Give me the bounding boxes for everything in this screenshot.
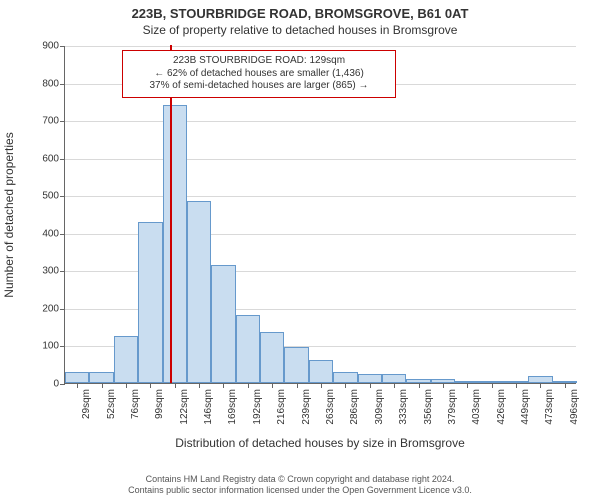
xtick-mark: [272, 383, 273, 388]
gridline: [65, 159, 576, 160]
bar: [89, 372, 113, 383]
footer-line: Contains HM Land Registry data © Crown c…: [0, 474, 600, 485]
bar: [528, 376, 552, 384]
xtick-label: 496sqm: [569, 389, 580, 425]
xtick-label: 449sqm: [520, 389, 531, 425]
gridline: [65, 196, 576, 197]
ytick-label: 100: [42, 341, 65, 352]
bar: [236, 315, 260, 383]
xtick-label: 76sqm: [130, 389, 141, 419]
bar: [211, 265, 235, 383]
bar: [284, 347, 308, 383]
xtick-mark: [540, 383, 541, 388]
xtick-label: 263sqm: [325, 389, 336, 425]
xtick-label: 29sqm: [81, 389, 92, 419]
xtick-mark: [126, 383, 127, 388]
ytick-label: 200: [42, 303, 65, 314]
annotation-line: 223B STOURBRIDGE ROAD: 129sqm: [131, 55, 387, 68]
xtick-label: 216sqm: [276, 389, 287, 425]
xtick-label: 309sqm: [374, 389, 385, 425]
bar: [114, 336, 138, 383]
xtick-mark: [345, 383, 346, 388]
xtick-label: 192sqm: [252, 389, 263, 425]
xtick-label: 239sqm: [301, 389, 312, 425]
xtick-mark: [150, 383, 151, 388]
footer-line: Contains public sector information licen…: [0, 485, 600, 496]
bar: [163, 105, 187, 383]
xtick-mark: [321, 383, 322, 388]
ytick-label: 400: [42, 228, 65, 239]
xtick-mark: [467, 383, 468, 388]
xtick-mark: [492, 383, 493, 388]
xtick-label: 169sqm: [227, 389, 238, 425]
xtick-mark: [443, 383, 444, 388]
ytick-label: 700: [42, 116, 65, 127]
ytick-label: 0: [53, 379, 65, 390]
bar: [358, 374, 382, 383]
xtick-mark: [394, 383, 395, 388]
xtick-mark: [199, 383, 200, 388]
bar: [382, 374, 406, 383]
xtick-label: 122sqm: [179, 389, 190, 425]
xtick-label: 52sqm: [106, 389, 117, 419]
xtick-label: 146sqm: [203, 389, 214, 425]
xtick-label: 473sqm: [544, 389, 555, 425]
ytick-label: 500: [42, 191, 65, 202]
title-sub: Size of property relative to detached ho…: [0, 23, 600, 37]
xtick-mark: [516, 383, 517, 388]
x-axis-label: Distribution of detached houses by size …: [175, 436, 464, 450]
annotation-line: 37% of semi-detached houses are larger (…: [131, 80, 387, 93]
annotation-box: 223B STOURBRIDGE ROAD: 129sqm ← 62% of d…: [122, 50, 396, 98]
xtick-mark: [419, 383, 420, 388]
xtick-mark: [77, 383, 78, 388]
ytick-label: 300: [42, 266, 65, 277]
title-top: 223B, STOURBRIDGE ROAD, BROMSGROVE, B61 …: [0, 0, 600, 21]
xtick-mark: [175, 383, 176, 388]
bar: [138, 222, 162, 383]
xtick-label: 99sqm: [154, 389, 165, 419]
xtick-label: 286sqm: [349, 389, 360, 425]
xtick-label: 379sqm: [447, 389, 458, 425]
ytick-label: 900: [42, 41, 65, 52]
xtick-label: 426sqm: [496, 389, 507, 425]
bar: [187, 201, 211, 383]
bar: [65, 372, 89, 383]
xtick-label: 333sqm: [398, 389, 409, 425]
bar: [333, 372, 357, 383]
bar: [309, 360, 333, 383]
xtick-mark: [565, 383, 566, 388]
footer: Contains HM Land Registry data © Crown c…: [0, 474, 600, 497]
bar: [260, 332, 284, 383]
ytick-label: 800: [42, 78, 65, 89]
ytick-label: 600: [42, 153, 65, 164]
annotation-line: ← 62% of detached houses are smaller (1,…: [131, 68, 387, 81]
y-axis-label: Number of detached properties: [2, 132, 16, 297]
xtick-mark: [102, 383, 103, 388]
xtick-mark: [297, 383, 298, 388]
chart-container: 223B, STOURBRIDGE ROAD, BROMSGROVE, B61 …: [0, 0, 600, 500]
xtick-label: 403sqm: [471, 389, 482, 425]
xtick-mark: [248, 383, 249, 388]
xtick-mark: [370, 383, 371, 388]
xtick-mark: [223, 383, 224, 388]
gridline: [65, 121, 576, 122]
xtick-label: 356sqm: [423, 389, 434, 425]
gridline: [65, 46, 576, 47]
